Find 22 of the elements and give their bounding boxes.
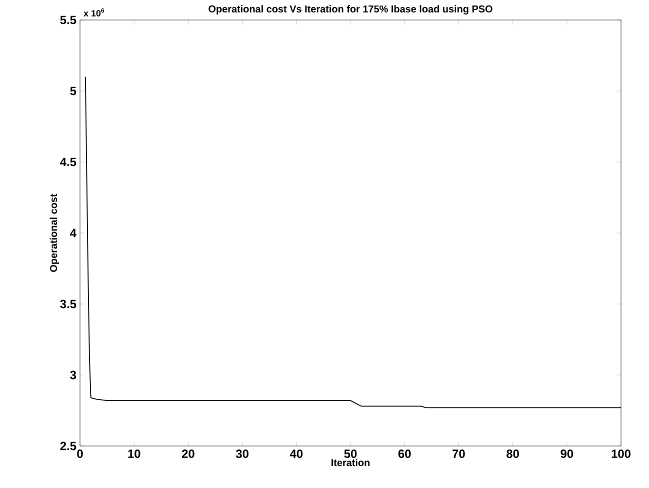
- y-tick-label: 5.5: [60, 16, 76, 24]
- x-tick-label: 100: [612, 450, 630, 458]
- x-tick-label: 10: [128, 450, 140, 458]
- y-tick-label: 3: [70, 370, 76, 380]
- y-axis-title: Operational cost: [50, 194, 60, 272]
- y-tick-label: 3.5: [60, 300, 76, 308]
- x-tick-label: 80: [506, 450, 519, 458]
- x-tick-label: 30: [236, 450, 248, 458]
- x-tick-label: 40: [290, 450, 303, 458]
- x-tick-label: 20: [182, 450, 194, 458]
- text: x 10$^{6}$: [84, 8, 104, 16]
- x-tick-label: 70: [452, 450, 465, 458]
- x-tick-label: 0: [77, 450, 83, 458]
- y-tick-label: 2.5: [60, 442, 76, 450]
- y-tick-label: 4.5: [60, 158, 76, 166]
- x-tick-label: 50: [344, 450, 357, 458]
- y-tick-label: 4: [70, 228, 76, 238]
- y-tick-label: 5: [70, 86, 76, 96]
- x-tick-label: 60: [398, 450, 411, 458]
- x-axis-title: Iteration: [332, 458, 370, 466]
- x-tick-label: 90: [560, 450, 574, 458]
- chart-title: Operational cost Vs Iteration for 175% Ibase load using PSO: [208, 5, 492, 14]
